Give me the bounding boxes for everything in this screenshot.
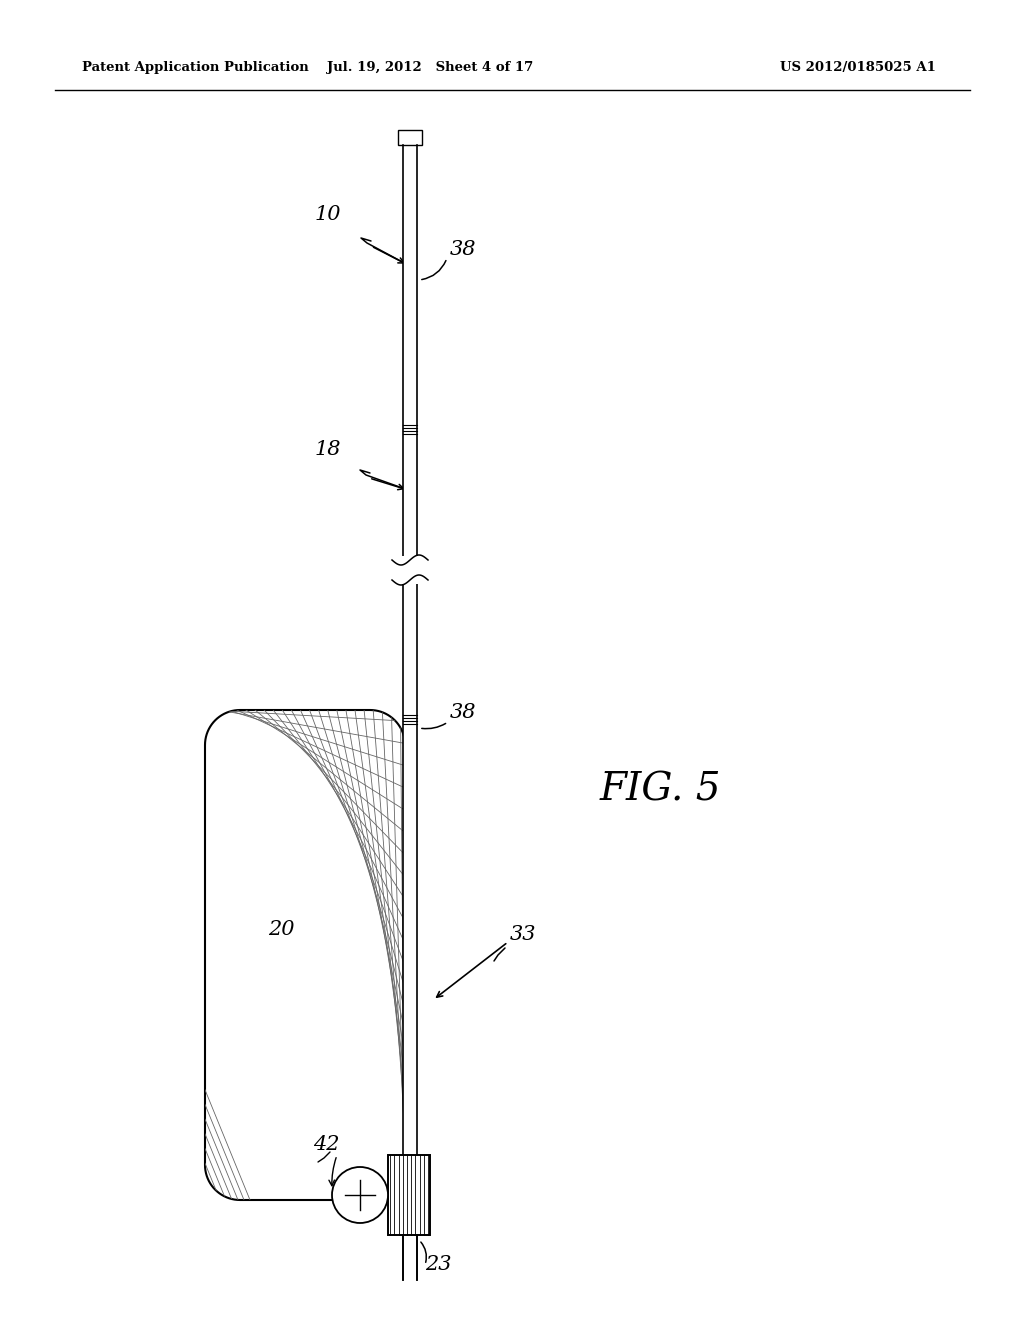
Text: Jul. 19, 2012   Sheet 4 of 17: Jul. 19, 2012 Sheet 4 of 17 (327, 62, 534, 74)
Text: Patent Application Publication: Patent Application Publication (82, 62, 309, 74)
Text: 38: 38 (450, 240, 476, 259)
Bar (388, 1155, 430, 1236)
Text: 18: 18 (315, 440, 341, 459)
Text: 10: 10 (315, 205, 341, 224)
Text: 33: 33 (510, 925, 537, 944)
Text: 38: 38 (450, 704, 476, 722)
Bar (390, 556, 430, 583)
Text: US 2012/0185025 A1: US 2012/0185025 A1 (780, 62, 936, 74)
Text: 42: 42 (313, 1135, 340, 1154)
Bar (403, 145, 417, 556)
Bar (403, 583, 417, 1280)
Text: 23: 23 (425, 1255, 452, 1274)
Circle shape (332, 1167, 388, 1224)
Bar (398, 129, 422, 145)
Text: FIG. 5: FIG. 5 (599, 771, 721, 808)
Text: 20: 20 (268, 920, 295, 939)
Polygon shape (205, 710, 406, 1200)
